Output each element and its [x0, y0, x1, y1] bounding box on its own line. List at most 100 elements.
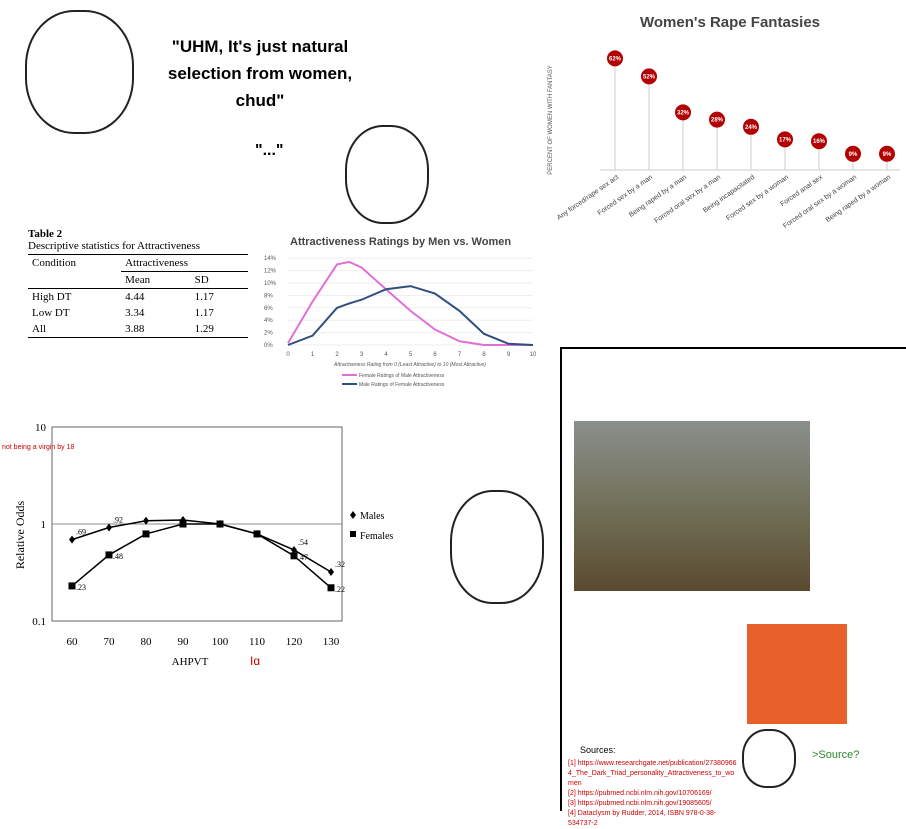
table-subtitle: Descriptive statistics for Attractivenes… [28, 240, 200, 252]
data-label: .48 [113, 552, 123, 561]
point [641, 68, 657, 85]
point [328, 568, 334, 577]
x-tick: 9 [507, 352, 511, 358]
y-tick: 14% [264, 256, 277, 262]
category-label: Being raped by a man [628, 174, 688, 219]
series-line [287, 285, 534, 346]
th-sd: SD [190, 271, 248, 289]
y-tick: 1 [41, 519, 47, 531]
data-label: 24% [745, 125, 758, 131]
x-axis-label: AHPVT [172, 656, 209, 665]
th-group: Attractiveness [121, 254, 248, 272]
y-tick: 10 [35, 422, 47, 434]
point [743, 118, 759, 135]
source-question: >Source? [812, 749, 860, 761]
point [105, 551, 113, 559]
table-row: Low DT 3.34 1.17 [32, 307, 214, 319]
point [68, 582, 76, 590]
y-tick: 2% [264, 331, 273, 337]
data-label: 9% [849, 152, 858, 158]
wojak-troll-face [747, 624, 847, 724]
point [709, 111, 725, 128]
x-tick: 1 [311, 352, 315, 358]
point [607, 50, 623, 67]
painting [574, 421, 810, 591]
y-axis-label: Relative Odds [13, 501, 27, 570]
speech-top: "UHM, It's just natural selection from w… [167, 37, 353, 110]
legend-label: Females [360, 531, 393, 542]
data-label: .32 [335, 560, 345, 569]
source-item[interactable]: [3] https://pubmed.ncbi.nlm.nih.gov/1908… [568, 800, 712, 807]
x-tick: 2 [335, 352, 339, 358]
th-mean: Mean [121, 271, 191, 289]
legend-label: Male Ratings of Female Attractiveness [359, 382, 445, 388]
fantasy-chart-title: Women's Rape Fantasies [639, 14, 820, 31]
legend-label: Males [360, 511, 385, 522]
category-label: Forced oral sex by a man [653, 174, 722, 225]
point [291, 545, 297, 554]
y-tick: 8% [264, 293, 273, 299]
right-panel: >Source? Sources: [1] https://www.resear… [560, 347, 906, 827]
data-label: .47 [298, 553, 308, 562]
point [106, 523, 112, 532]
wojak-glasses-face [25, 10, 134, 134]
legend-label: Female Ratings of Male Attractiveness [359, 373, 445, 379]
y-tick: 4% [264, 318, 273, 324]
wojak-lab-coat [450, 490, 544, 604]
data-label: 17% [779, 137, 792, 143]
annotation: not being a virgin by 18 [2, 444, 74, 451]
source-item[interactable]: [1] https://www.researchgate.net/publica… [568, 760, 737, 787]
data-label: .69 [76, 528, 86, 537]
wojak-shocked-face [345, 125, 429, 224]
y-axis-label: PERCENT OF WOMEN WITH FANTASY [548, 65, 554, 174]
series-line [287, 260, 533, 346]
x-tick: 90 [178, 636, 190, 648]
data-label: 52% [643, 74, 656, 80]
x-tick: 10 [530, 352, 537, 358]
y-tick: 6% [264, 306, 273, 312]
data-label: 28% [711, 118, 724, 124]
point [675, 104, 691, 121]
x-tick: 8 [482, 352, 486, 358]
x-tick: 3 [360, 352, 364, 358]
table-row: High DT 4.44 1.17 [32, 291, 214, 303]
point [216, 520, 224, 528]
source-item[interactable]: [4] Dataclysm by Rudder, 2014, ISBN 978-… [568, 810, 717, 827]
point [879, 145, 895, 162]
data-label: 9% [883, 152, 892, 158]
series-line [71, 519, 332, 573]
point [142, 530, 150, 538]
table-title: Table 2 [28, 228, 63, 240]
category-label: Any forced/rape sex act [556, 174, 620, 222]
sources-list: [1] https://www.researchgate.net/publica… [568, 759, 738, 829]
point [253, 530, 261, 538]
x-tick: 120 [286, 636, 303, 648]
source-item[interactable]: [2] https://pubmed.ncbi.nlm.nih.gov/1070… [568, 790, 712, 797]
data-label: .92 [113, 516, 123, 525]
data-label: 32% [677, 110, 690, 116]
x-tick: 4 [384, 352, 388, 358]
x-tick: 70 [104, 636, 116, 648]
point [327, 584, 335, 592]
fantasy-chart: PERCENT OF WOMEN WITH FANTASY 62% Any forc… [548, 50, 900, 230]
x-tick: 130 [323, 636, 340, 648]
x-tick: 5 [409, 352, 413, 358]
category-label: Being raped by a woman [825, 174, 893, 224]
data-label: 16% [813, 139, 826, 145]
y-tick: 0.1 [32, 616, 46, 628]
x-tick: 7 [458, 352, 462, 358]
legend-marker [350, 511, 356, 519]
x-tick: 6 [433, 352, 437, 358]
table-row: All 3.88 1.29 [28, 321, 248, 338]
stats-table: Table 2 Descriptive statistics for Attra… [28, 228, 248, 338]
x-tick: 60 [67, 636, 79, 648]
point [143, 516, 149, 525]
sources-heading: Sources: [580, 745, 616, 755]
rating-chart-title: Attractiveness Ratings by Men vs. Women [290, 236, 512, 248]
y-tick: 12% [264, 269, 277, 275]
point [290, 552, 298, 560]
x-axis-label: Attractiveness Rating from 0 (Least Attr… [333, 362, 486, 368]
rating-chart: 0% 2% 4% 6% 8% 10% 12% 14% 0 1 2 3 4 5 6 7 8 9 10 Attractiv… [264, 256, 537, 388]
legend-marker [350, 531, 356, 537]
data-label: .23 [76, 583, 86, 592]
